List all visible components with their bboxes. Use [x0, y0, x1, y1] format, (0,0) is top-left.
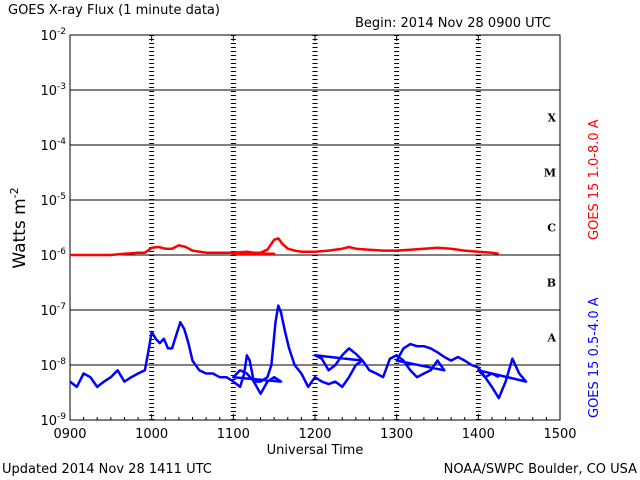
series-line — [69, 304, 528, 400]
y-tick-label: 10-5 — [40, 192, 66, 209]
x-tick-label: 1400 — [462, 427, 495, 442]
y-axis-label: Watts m-2 — [8, 187, 30, 268]
x-tick-label: 1000 — [135, 427, 168, 442]
flare-class-labels: A B C M X — [544, 112, 557, 345]
y-axis-label-main: Watts m — [10, 198, 30, 268]
y-tick-label: 10-2 — [40, 27, 66, 44]
flare-class-label: A — [546, 332, 556, 345]
y-tick-label: 10-4 — [40, 137, 66, 154]
x-axis-label: Universal Time — [267, 443, 364, 458]
y-tick-label: 10-8 — [40, 357, 66, 374]
x-axis: 0900 1000 1100 1200 1300 1400 1500 — [53, 35, 577, 442]
x-tick-label: 0900 — [53, 427, 86, 442]
x-tick-label: 1300 — [380, 427, 413, 442]
y-axis-label-exp: -2 — [8, 187, 21, 198]
flare-class-label: M — [544, 167, 556, 180]
data-source: NOAA/SWPC Boulder, CO USA — [444, 462, 637, 477]
legend-long-channel: GOES 15 1.0-8.0 A — [587, 119, 602, 240]
legend-short-channel: GOES 15 0.5-4.0 A — [587, 297, 602, 418]
x-tick-label: 1500 — [543, 427, 576, 442]
y-tick-label: 10-6 — [40, 247, 66, 264]
y-axis: 10-9 10-8 10-7 10-6 10-5 10-4 10-3 10-2 — [40, 27, 76, 429]
chart-title: GOES X-ray Flux (1 minute data) — [8, 3, 220, 18]
updated-time: Updated 2014 Nov 28 1411 UTC — [2, 462, 212, 477]
flare-class-label: C — [547, 222, 556, 235]
x-tick-label: 1100 — [217, 427, 250, 442]
series-line — [70, 237, 499, 257]
flare-class-label: B — [547, 277, 556, 290]
y-tick-label: 10-7 — [40, 302, 66, 319]
begin-time: Begin: 2014 Nov 28 0900 UTC — [355, 16, 551, 31]
series-long-channel — [70, 237, 499, 257]
y-tick-label: 10-3 — [40, 82, 66, 99]
x-tick-label: 1200 — [298, 427, 331, 442]
flare-class-label: X — [547, 112, 556, 125]
series-short-channel — [69, 304, 528, 400]
hour-markers — [149, 35, 481, 420]
y-tick-label: 10-9 — [40, 412, 66, 429]
